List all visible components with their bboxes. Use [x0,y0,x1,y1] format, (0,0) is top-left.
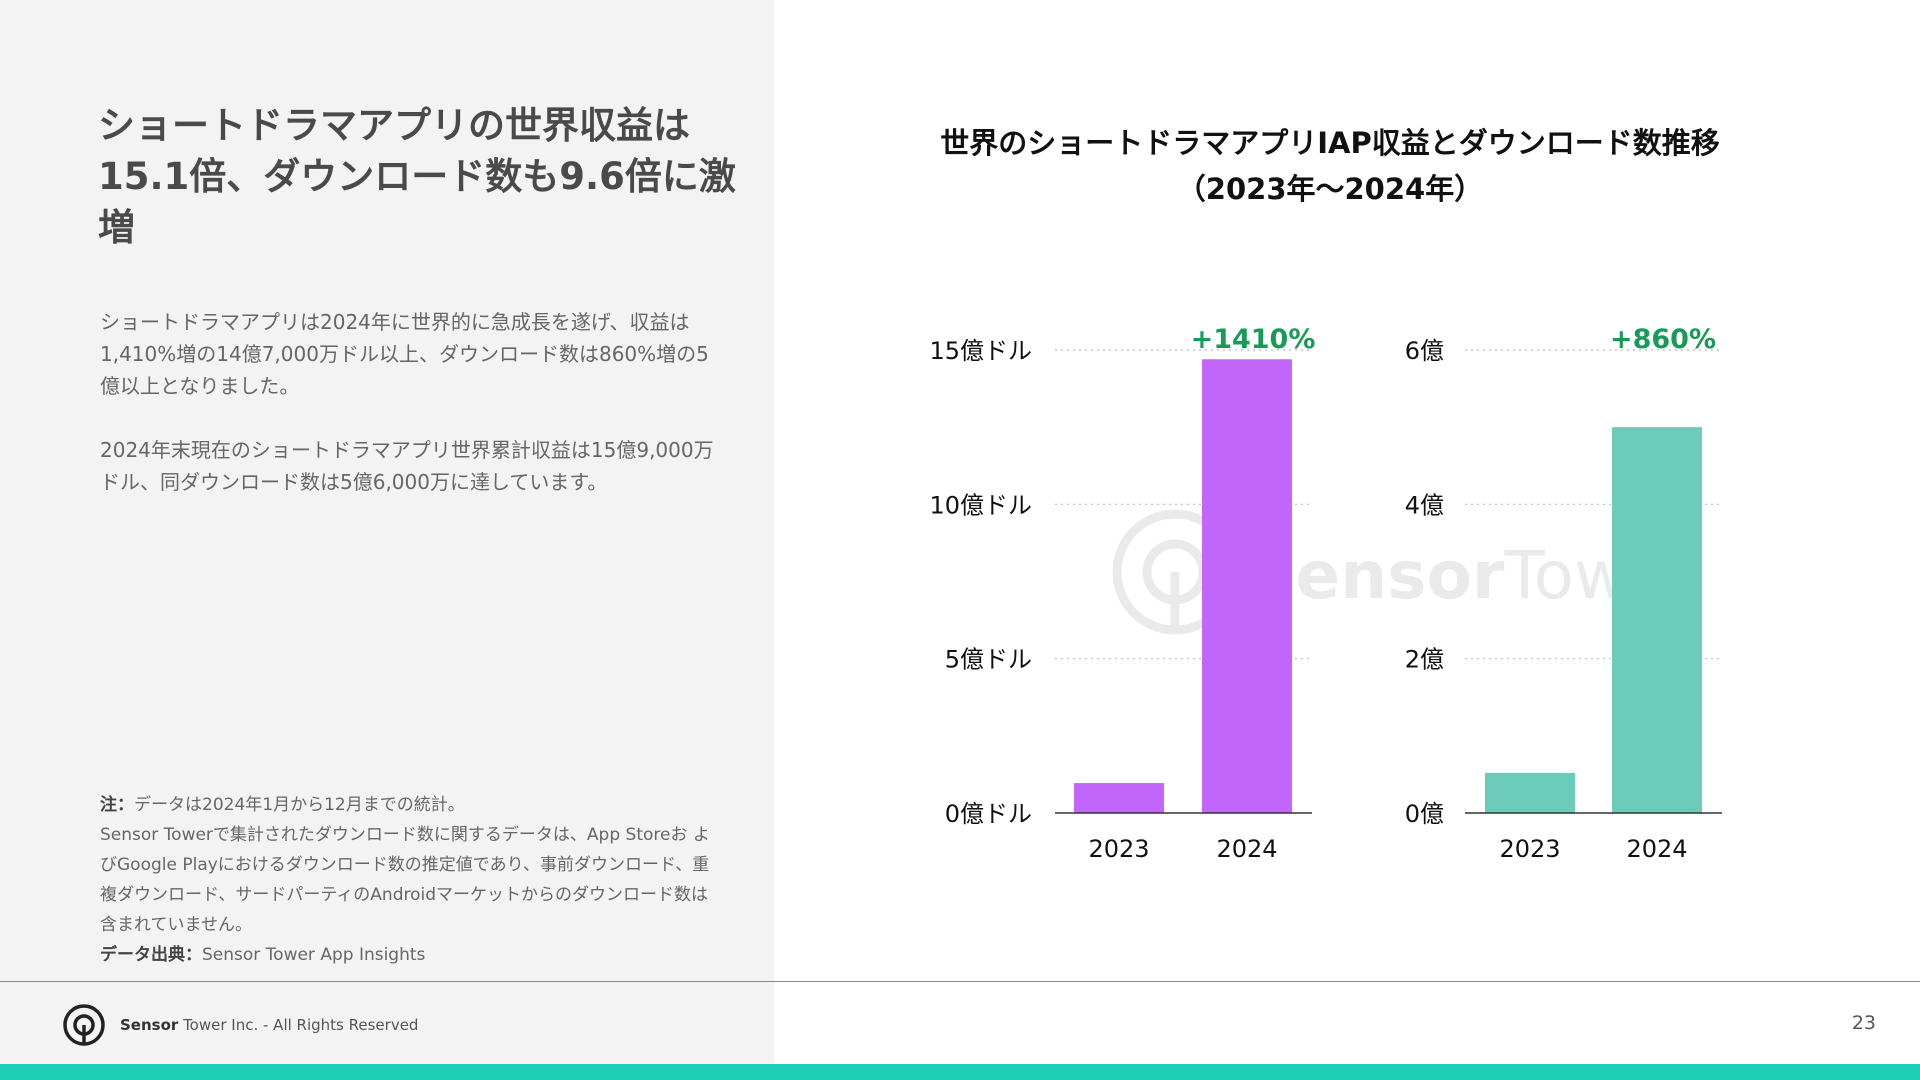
source-line: データ出典：Sensor Tower App Insights [100,940,720,970]
downloads-ytick-label: 0億 [1405,800,1444,828]
chart-title-line2: （2023年～2024年） [1176,172,1484,206]
footer-rights: Tower Inc. - All Rights Reserved [178,1016,419,1034]
revenue-ytick-label: 15億ドル [929,337,1032,365]
downloads-ytick-label: 4億 [1405,491,1444,519]
downloads-xtick-label: 2024 [1626,835,1687,863]
chart-title: 世界のショートドラマアプリIAP収益とダウンロード数推移 （2023年～2024… [880,120,1780,212]
revenue-growth-annotation: +1410% [1191,324,1316,355]
revenue-xtick-label: 2023 [1088,835,1149,863]
downloads-growth-annotation: +860% [1610,324,1716,355]
note-text: データは2024年1月から12月までの統計。 [134,795,465,815]
source-text: Sensor Tower App Insights [202,945,426,965]
revenue-xtick-label: 2024 [1216,835,1277,863]
note-line: 注：データは2024年1月から12月までの統計。 [100,790,720,820]
sensor-tower-logo-icon [63,1004,105,1046]
footer-divider [0,981,1920,982]
left-panel: ショートドラマアプリの世界収益は15.1倍、ダウンロード数も9.6倍に激増 ショ… [0,0,774,1064]
downloads-xtick-label: 2023 [1499,835,1560,863]
footer-copyright: Sensor Tower Inc. - All Rights Reserved [120,1016,418,1034]
source-label: データ出典： [100,945,202,965]
note-label: 注： [100,795,134,815]
downloads-bar-2023 [1485,772,1575,813]
downloads-ytick-label: 6億 [1405,337,1444,365]
slide-title: ショートドラマアプリの世界収益は15.1倍、ダウンロード数も9.6倍に激増 [98,104,736,249]
notes-block: 注：データは2024年1月から12月までの統計。 Sensor Towerで集計… [100,790,720,970]
page-number: 23 [1851,1012,1876,1034]
summary-paragraph-1: ショートドラマアプリは2024年に世界的に急成長を遂げ、収益は1,410%増の1… [100,310,709,398]
summary-paragraph-2: 2024年末現在のショートドラマアプリ世界累計収益は15億9,000万ドル、同ダ… [100,438,714,494]
revenue-ytick-label: 0億ドル [945,800,1032,828]
downloads-ytick-label: 2億 [1405,646,1444,674]
footer-brand: Sensor [120,1016,179,1034]
note-detail: Sensor Towerで集計されたダウンロード数に関するデータは、App St… [100,825,710,935]
downloads-bar-2024 [1612,427,1702,813]
revenue-bar-2024 [1202,359,1292,813]
chart-title-line1: 世界のショートドラマアプリIAP収益とダウンロード数推移 [940,126,1720,160]
revenue-bar-2023 [1074,783,1164,813]
bottom-accent-bar [0,1064,1920,1080]
revenue-ytick-label: 10億ドル [929,491,1032,519]
revenue-ytick-label: 5億ドル [945,646,1032,674]
